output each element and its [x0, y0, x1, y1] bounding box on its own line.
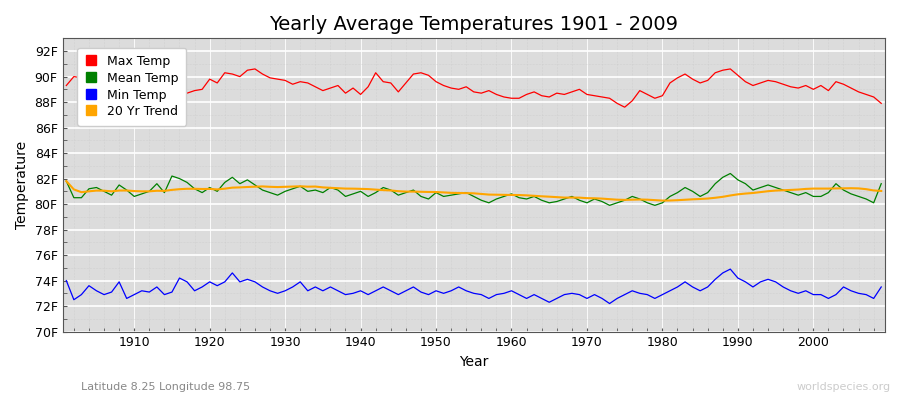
Min Temp	[597, 296, 608, 301]
Max Temp	[122, 82, 132, 87]
Max Temp	[604, 96, 615, 101]
Line: Max Temp: Max Temp	[67, 69, 881, 107]
20 Yr Trend	[597, 196, 608, 201]
Max Temp	[514, 96, 525, 101]
Line: 20 Yr Trend: 20 Yr Trend	[67, 181, 881, 200]
Mean Temp	[597, 199, 608, 204]
Max Temp	[249, 66, 260, 71]
Min Temp	[287, 284, 298, 289]
Line: Min Temp: Min Temp	[67, 269, 881, 304]
Mean Temp	[287, 186, 298, 191]
Min Temp	[506, 288, 517, 293]
20 Yr Trend	[499, 192, 509, 197]
Mean Temp	[876, 181, 886, 186]
Min Temp	[724, 267, 735, 272]
Min Temp	[333, 288, 344, 293]
Min Temp	[122, 296, 132, 301]
Min Temp	[499, 291, 509, 296]
Min Temp	[604, 301, 615, 306]
Max Temp	[619, 105, 630, 110]
20 Yr Trend	[876, 188, 886, 193]
Text: Latitude 8.25 Longitude 98.75: Latitude 8.25 Longitude 98.75	[81, 382, 250, 392]
Title: Yearly Average Temperatures 1901 - 2009: Yearly Average Temperatures 1901 - 2009	[269, 15, 679, 34]
20 Yr Trend	[287, 184, 298, 189]
Mean Temp	[122, 188, 132, 192]
20 Yr Trend	[506, 192, 517, 197]
Max Temp	[61, 83, 72, 88]
Mean Temp	[61, 179, 72, 184]
Max Temp	[876, 101, 886, 106]
Legend: Max Temp, Mean Temp, Min Temp, 20 Yr Trend: Max Temp, Mean Temp, Min Temp, 20 Yr Tre…	[77, 48, 186, 126]
Mean Temp	[506, 192, 517, 196]
Y-axis label: Temperature: Temperature	[15, 141, 29, 229]
X-axis label: Year: Year	[459, 355, 489, 369]
20 Yr Trend	[61, 179, 72, 184]
Max Temp	[506, 96, 517, 101]
Line: Mean Temp: Mean Temp	[67, 174, 881, 205]
Mean Temp	[499, 194, 509, 199]
Min Temp	[876, 284, 886, 289]
Max Temp	[340, 91, 351, 96]
20 Yr Trend	[122, 188, 132, 193]
Mean Temp	[333, 188, 344, 192]
Max Temp	[295, 79, 306, 84]
Mean Temp	[724, 171, 735, 176]
20 Yr Trend	[657, 198, 668, 203]
Mean Temp	[604, 203, 615, 208]
20 Yr Trend	[333, 186, 344, 191]
Min Temp	[61, 278, 72, 283]
Text: worldspecies.org: worldspecies.org	[796, 382, 891, 392]
